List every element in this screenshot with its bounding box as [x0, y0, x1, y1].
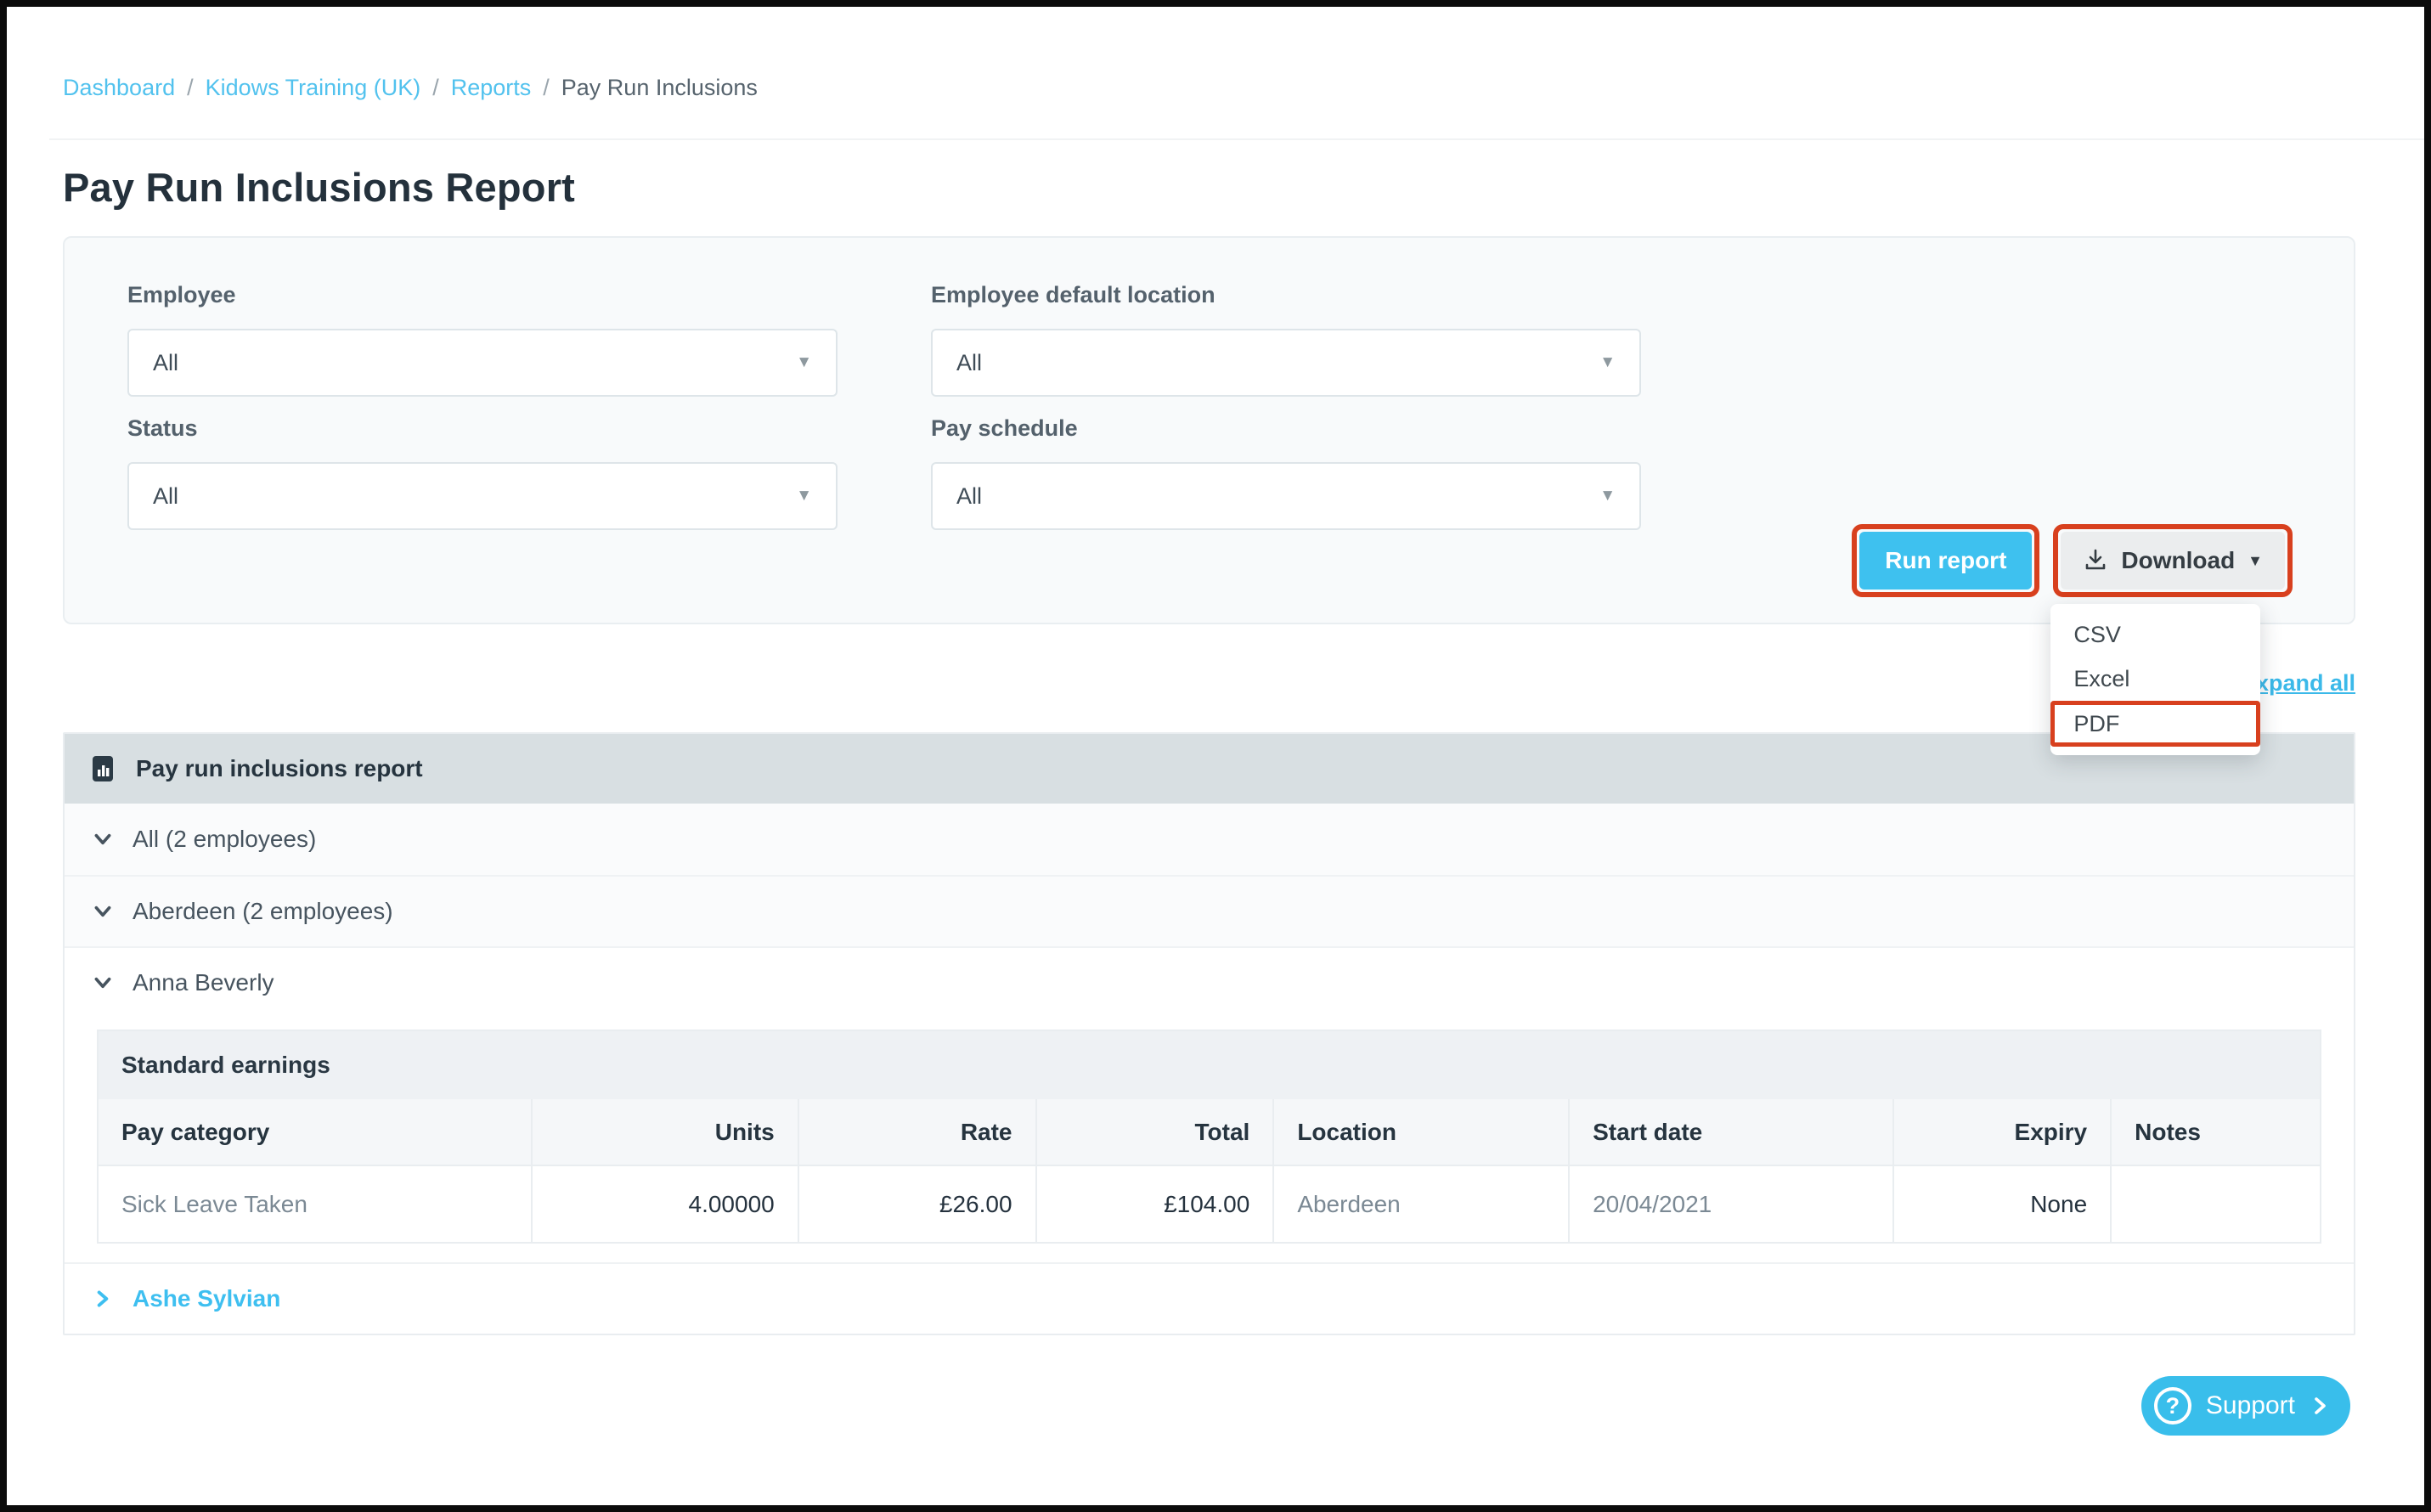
location-label: Employee default location	[931, 282, 1216, 307]
chevron-down-icon: ▼	[2248, 551, 2263, 569]
support-button[interactable]: ? Support	[2141, 1376, 2350, 1436]
breadcrumb-link-dashboard[interactable]: Dashboard	[63, 75, 176, 100]
column-header: Location	[1272, 1099, 1570, 1165]
column-header: Notes	[2110, 1099, 2320, 1165]
expand-all-row: Expand all	[63, 670, 2355, 697]
pay-schedule-select[interactable]: All ▼	[931, 462, 1641, 530]
pay-schedule-select-value: All	[956, 482, 983, 509]
download-highlight-box: Download ▼	[2053, 524, 2293, 597]
report-header: Pay run inclusions report	[65, 734, 2354, 804]
group-row-all[interactable]: All (2 employees)	[65, 804, 2354, 875]
location-select[interactable]: All ▼	[931, 329, 1641, 397]
download-menu-item-excel[interactable]: Excel	[2073, 665, 2130, 691]
chevron-right-icon	[92, 1288, 114, 1310]
employee-detail-panel: Standard earnings Pay category Units Rat…	[65, 1018, 2354, 1262]
section-title: Standard earnings	[99, 1031, 2320, 1099]
download-dropdown: Download ▼ CSV Excel PDF	[2050, 524, 2293, 755]
employee-select-value: All	[153, 349, 179, 375]
table-header-row: Pay category Units Rate Total Location S…	[99, 1099, 2320, 1165]
breadcrumb-link-business[interactable]: Kidows Training (UK)	[205, 75, 421, 100]
column-header: Units	[530, 1099, 798, 1165]
group-row-label: All (2 employees)	[133, 826, 317, 852]
header-divider	[49, 138, 2424, 140]
standard-earnings-box: Standard earnings Pay category Units Rat…	[97, 1030, 2321, 1244]
cell-pay-category: Sick Leave Taken	[99, 1165, 532, 1242]
group-row-ashe-sylvian[interactable]: Ashe Sylvian	[65, 1262, 2354, 1334]
column-header: Pay category	[99, 1099, 532, 1165]
chevron-down-icon	[92, 972, 114, 994]
chevron-right-icon	[2310, 1396, 2330, 1416]
cell-units: 4.00000	[530, 1165, 798, 1242]
column-header: Rate	[797, 1099, 1036, 1165]
column-header: Expiry	[1892, 1099, 2112, 1165]
status-select-value: All	[153, 482, 179, 509]
cell-rate: £26.00	[797, 1165, 1036, 1242]
report-block: Pay run inclusions report All (2 employe…	[63, 732, 2355, 1335]
breadcrumb-current: Pay Run Inclusions	[561, 75, 758, 100]
run-report-highlight-box: Run report	[1852, 524, 2040, 597]
breadcrumb-link-reports[interactable]: Reports	[450, 75, 532, 100]
chevron-down-icon: ▼	[1599, 353, 1616, 371]
help-circle-icon: ?	[2153, 1387, 2191, 1425]
filter-field-location: Employee default location All ▼	[931, 282, 1641, 397]
chevron-down-icon: ▼	[796, 487, 812, 505]
filter-grid: Employee All ▼ Employee default location…	[65, 238, 2354, 530]
report-document-icon	[90, 754, 119, 783]
breadcrumb-separator: /	[187, 75, 194, 100]
cell-location: Aberdeen	[1272, 1165, 1570, 1242]
download-menu: CSV Excel PDF	[2050, 604, 2261, 755]
breadcrumb-separator: /	[432, 75, 439, 100]
download-menu-item-pdf[interactable]: PDF	[2050, 701, 2261, 747]
breadcrumb: Dashboard / Kidows Training (UK) / Repor…	[63, 75, 2355, 101]
download-menu-item-csv[interactable]: CSV	[2073, 621, 2121, 647]
group-row-anna-beverly[interactable]: Anna Beverly	[65, 946, 2354, 1018]
filter-panel: Employee All ▼ Employee default location…	[63, 236, 2355, 755]
cell-total: £104.00	[1035, 1165, 1274, 1242]
chevron-down-icon: ▼	[796, 353, 812, 371]
cell-notes	[2110, 1165, 2320, 1242]
employee-select[interactable]: All ▼	[127, 329, 838, 397]
group-row-aberdeen[interactable]: Aberdeen (2 employees)	[65, 875, 2354, 946]
group-row-label: Anna Beverly	[133, 969, 274, 996]
earnings-table: Pay category Units Rate Total Location S…	[99, 1099, 2320, 1242]
download-button-label: Download	[2121, 547, 2236, 573]
column-header: Total	[1035, 1099, 1274, 1165]
download-button[interactable]: Download ▼	[2061, 532, 2285, 590]
status-select[interactable]: All ▼	[127, 462, 838, 530]
chevron-down-icon: ▼	[1599, 487, 1616, 505]
status-label: Status	[127, 415, 198, 441]
support-button-label: Support	[2205, 1391, 2295, 1419]
filter-field-employee: Employee All ▼	[127, 282, 838, 397]
table-row: Sick Leave Taken 4.00000 £26.00 £104.00 …	[99, 1165, 2320, 1242]
chevron-down-icon	[92, 900, 114, 922]
filter-field-pay-schedule: Pay schedule All ▼	[931, 415, 1641, 530]
location-select-value: All	[956, 349, 983, 375]
download-icon	[2083, 548, 2108, 573]
column-header: Start date	[1568, 1099, 1893, 1165]
report-header-title: Pay run inclusions report	[136, 755, 423, 781]
cell-start-date: 20/04/2021	[1568, 1165, 1893, 1242]
page-title: Pay Run Inclusions Report	[63, 165, 576, 210]
cell-expiry: None	[1892, 1165, 2112, 1242]
group-row-label: Aberdeen (2 employees)	[133, 898, 393, 924]
group-row-label: Ashe Sylvian	[133, 1285, 281, 1312]
run-report-button[interactable]: Run report	[1859, 532, 2033, 590]
breadcrumb-separator: /	[543, 75, 550, 100]
chevron-down-icon	[92, 828, 114, 850]
employee-label: Employee	[127, 282, 236, 307]
main-content: Dashboard / Kidows Training (UK) / Repor…	[7, 75, 2424, 1335]
panel-actions: Run report Download	[1852, 524, 2293, 755]
pay-schedule-label: Pay schedule	[931, 415, 1078, 441]
filter-field-status: Status All ▼	[127, 415, 838, 530]
